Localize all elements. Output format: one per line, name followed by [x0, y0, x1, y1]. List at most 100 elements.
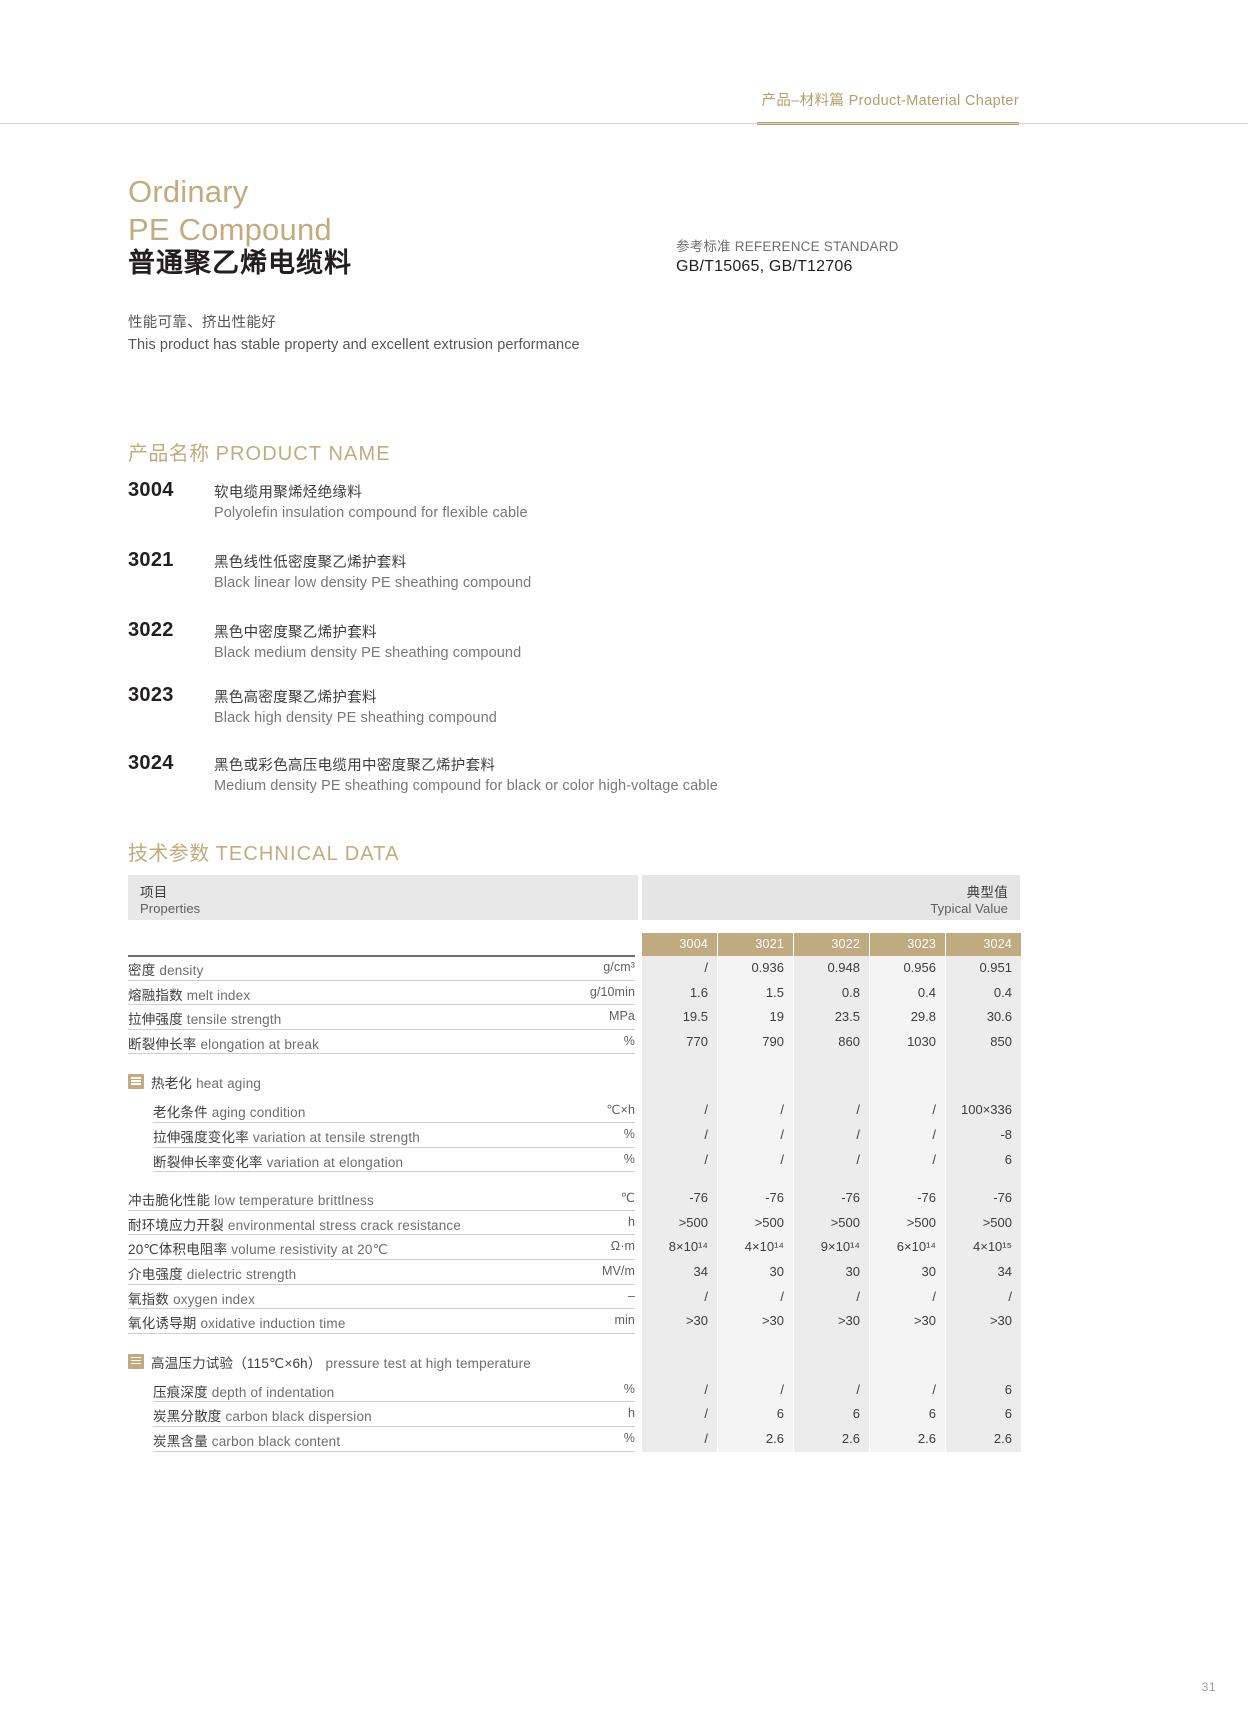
product-code: 3024: [128, 752, 174, 774]
section-heading-product-name-en: PRODUCT NAME: [215, 443, 391, 465]
row-value: >30: [913, 1313, 936, 1329]
row-value: >500: [678, 1214, 708, 1230]
header-divider: [0, 123, 1248, 124]
row-value: 8×10¹⁴: [668, 1239, 708, 1255]
chapter-label-cn: 产品–材料篇: [761, 93, 845, 109]
table-header-properties-en: Properties: [140, 901, 201, 916]
row-value: 6×10¹⁴: [896, 1239, 936, 1255]
row-value: 34: [997, 1263, 1012, 1279]
table-row: 20℃体积电阻率 volume resistivity at 20℃ Ω·m 8×1…: [128, 1235, 1020, 1260]
row-unit: –: [627, 1288, 635, 1303]
table-body: 3004 3021 3022 3023 3024 密度 density g/cm³ / 0.93…: [128, 933, 1021, 1452]
row-value: 0.8: [841, 984, 860, 1000]
table-header-typical-value-cn: 典型值: [966, 885, 1008, 900]
reference-standard-label: 参考标准 REFERENCE STANDARD: [676, 235, 899, 255]
row-value: /: [856, 1381, 860, 1397]
product-code: 3022: [128, 619, 174, 641]
row-value: /: [932, 1126, 936, 1142]
product-code: 3023: [128, 684, 174, 706]
pressure-test-icon: [128, 1353, 144, 1369]
row-value: /: [856, 1151, 860, 1167]
row-label: 拉伸强度 tensile strength: [128, 1012, 282, 1028]
product-name-cn: 黑色或彩色高压电缆用中密度聚乙烯护套料: [214, 758, 496, 774]
table-section-label: 热老化 heat aging: [151, 1076, 262, 1092]
row-value: 1.6: [689, 984, 708, 1000]
table-header-properties: 项目 Properties: [128, 875, 638, 920]
row-value: /: [780, 1102, 784, 1118]
product-name-en: Black linear low density PE sheathing co…: [214, 575, 532, 591]
subtitle-en: This product has stable property and exc…: [128, 337, 580, 353]
row-divider: [153, 1146, 635, 1148]
row-unit: min: [614, 1313, 635, 1328]
row-divider: [128, 1332, 635, 1334]
row-unit: %: [623, 1033, 635, 1048]
row-value: /: [856, 1288, 860, 1304]
page-number: 31: [1201, 1680, 1216, 1694]
table-row: 炭黑含量 carbon black content% / 2.6 2.6 2.6 2.6: [128, 1427, 1020, 1452]
section-heading-product-name: 产品名称 PRODUCT NAME: [128, 437, 391, 466]
table-row: 炭黑分散度 carbon black dispersion h / 6 6 6 6: [128, 1402, 1020, 1427]
table-row: 断裂伸长率变化率 variation at elongation% / / / / 6: [128, 1148, 1020, 1173]
table-header-typical-value-en: Typical Value: [930, 901, 1008, 916]
row-value: /: [932, 1381, 936, 1397]
row-value: /: [704, 1126, 708, 1142]
row-value: 770: [686, 1033, 708, 1049]
row-unit: g/10min: [589, 984, 635, 999]
row-divider: [153, 1425, 635, 1427]
product-code: 3021: [128, 549, 174, 571]
row-value: 2.6: [841, 1430, 860, 1446]
table-section-label: 高温压力试验（115℃×6h） pressure test at high te…: [151, 1355, 532, 1371]
page-title-cn: 普通聚乙烯电缆料: [128, 248, 352, 278]
table-row: 耐环境应力开裂 environmental stress crack resis…: [128, 1211, 1020, 1236]
row-value: /: [780, 1288, 784, 1304]
row-divider: [128, 1258, 635, 1260]
table-row: 老化条件 aging condition ℃×h / / / / 100×336: [128, 1098, 1020, 1123]
row-value: /: [780, 1126, 784, 1142]
row-value: -76: [841, 1190, 860, 1206]
row-divider: [128, 1053, 635, 1055]
table-row: 介电强度 dielectric strength MV/m 34 30 30 30 34: [128, 1260, 1020, 1285]
row-value: 0.948: [827, 960, 860, 975]
column-header-chip: 3024: [946, 933, 1021, 956]
product-code: 3004: [128, 479, 174, 501]
row-value: 30: [845, 1263, 860, 1279]
row-label: 氧化诱导期 oxidative induction time: [128, 1316, 346, 1332]
row-value: 6: [928, 1406, 936, 1422]
row-value: 6: [1004, 1406, 1012, 1422]
row-value: 6: [1004, 1381, 1012, 1397]
row-value: >500: [830, 1214, 860, 1230]
row-value: /: [704, 1151, 708, 1167]
row-unit: Ω·m: [610, 1239, 635, 1254]
table-row: 压痕深度 depth of indentation% / / / / 6: [128, 1378, 1020, 1403]
row-divider: [128, 1209, 635, 1211]
table-row: 拉伸强度 tensile strength MPa 19.5 19 23.5 29.8 30…: [128, 1005, 1020, 1030]
row-value: 1.5: [765, 984, 784, 1000]
row-value: 19.5: [682, 1009, 708, 1025]
row-divider: [128, 1234, 635, 1236]
row-value: 29.8: [910, 1009, 936, 1025]
row-value: 790: [762, 1033, 784, 1049]
row-unit: h: [627, 1214, 635, 1229]
column-header-chip: 3022: [794, 933, 869, 956]
row-divider: [128, 1004, 635, 1006]
row-unit: g/cm³: [603, 960, 635, 974]
row-divider: [128, 1283, 635, 1285]
product-name-en: Black medium density PE sheathing compou…: [214, 645, 522, 661]
row-value: /: [704, 1288, 708, 1304]
row-value: 0.4: [993, 984, 1012, 1000]
page-title-en-line1: Ordinary: [128, 174, 249, 209]
column-band: [718, 956, 793, 1452]
row-unit: MPa: [608, 1009, 635, 1024]
subtitle-cn: 性能可靠、挤出性能好: [128, 315, 276, 331]
row-value: >30: [989, 1313, 1012, 1329]
row-label: 断裂伸长率 elongation at break: [128, 1036, 320, 1052]
row-value: /: [704, 1381, 708, 1397]
table-spacer-row: [128, 1334, 1020, 1348]
product-name-en: Polyolefin insulation compound for flexi…: [214, 505, 528, 521]
heat-aging-icon: [128, 1074, 144, 1090]
row-value: 0.956: [903, 960, 936, 975]
row-value: 0.4: [917, 984, 936, 1000]
row-value: /: [704, 1430, 708, 1446]
row-value: 30: [921, 1263, 936, 1279]
row-value: >500: [754, 1214, 784, 1230]
